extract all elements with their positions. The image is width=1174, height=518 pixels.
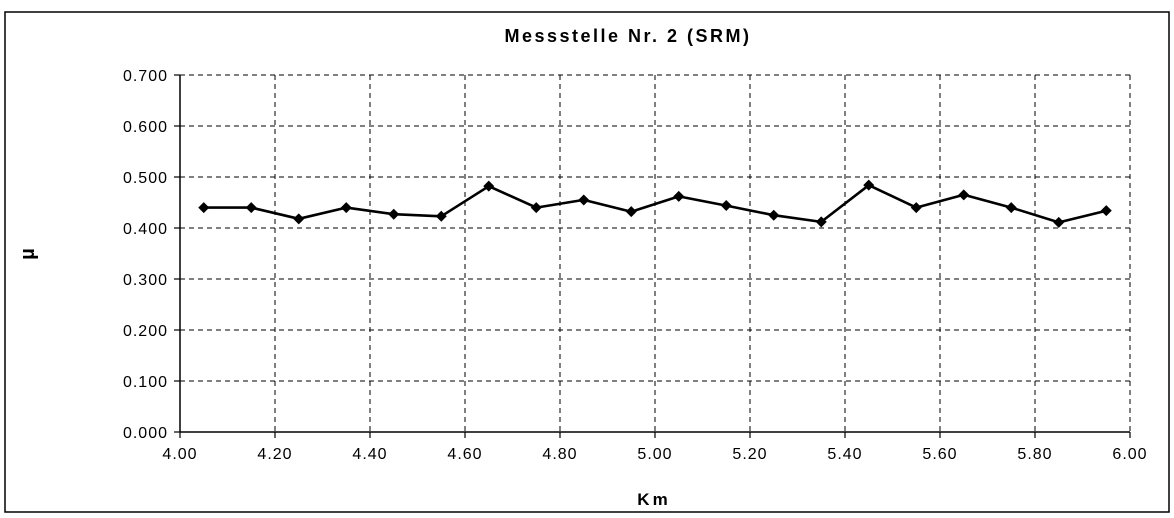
x-axis-label: Km xyxy=(637,490,670,509)
chart-title: Messstelle Nr. 2 (SRM) xyxy=(504,26,751,46)
x-tick-label: 5.20 xyxy=(732,446,767,463)
data-point-marker xyxy=(435,210,447,222)
data-point-marker xyxy=(388,208,400,220)
data-point-marker xyxy=(340,202,352,214)
data-point-marker xyxy=(863,179,875,191)
data-point-marker xyxy=(578,194,590,206)
tick-labels: 0.000 0.100 0.200 0.300 0.400 0.500 0.600 0.700… xyxy=(123,68,1147,463)
x-tick-label: 4.20 xyxy=(257,446,292,463)
data-point-marker xyxy=(768,209,780,221)
y-tick-label: 0.100 xyxy=(123,374,168,391)
data-point-marker xyxy=(673,190,685,202)
y-tick-label: 0.700 xyxy=(123,68,168,85)
y-tick-label: 0.400 xyxy=(123,221,168,238)
data-point-marker xyxy=(245,202,257,214)
data-point-marker xyxy=(910,202,922,214)
x-tick-label: 5.40 xyxy=(827,446,862,463)
data-point-marker xyxy=(720,200,732,212)
data-point-marker xyxy=(958,189,970,201)
axes xyxy=(174,74,1131,438)
x-tick-label: 6.00 xyxy=(1112,446,1147,463)
grid-lines xyxy=(180,74,1131,432)
data-point-marker xyxy=(625,206,637,218)
x-tick-label: 5.00 xyxy=(637,446,672,463)
x-tick-label: 4.00 xyxy=(162,446,197,463)
y-tick-label: 0.200 xyxy=(123,323,168,340)
data-point-marker xyxy=(1100,205,1112,217)
series-line xyxy=(203,183,1107,224)
data-point-marker xyxy=(483,180,495,192)
data-point-marker xyxy=(530,202,542,214)
x-tick-label: 5.80 xyxy=(1017,446,1052,463)
x-tick-label: 4.60 xyxy=(447,446,482,463)
y-axis-label: µ xyxy=(17,248,39,260)
chart-frame xyxy=(4,11,1170,513)
y-tick-label: 0.500 xyxy=(123,170,168,187)
data-series xyxy=(198,179,1112,228)
x-tick-label: 4.80 xyxy=(542,446,577,463)
x-tick-label: 4.40 xyxy=(352,446,387,463)
data-point-marker xyxy=(1005,202,1017,214)
data-point-marker xyxy=(1053,216,1065,228)
data-point-marker xyxy=(198,202,210,214)
y-tick-label: 0.600 xyxy=(123,119,168,136)
y-tick-label: 0.300 xyxy=(123,272,168,289)
y-tick-label: 0.000 xyxy=(123,425,168,442)
data-point-marker xyxy=(293,213,305,225)
x-tick-label: 5.60 xyxy=(922,446,957,463)
data-point-marker xyxy=(815,216,827,228)
